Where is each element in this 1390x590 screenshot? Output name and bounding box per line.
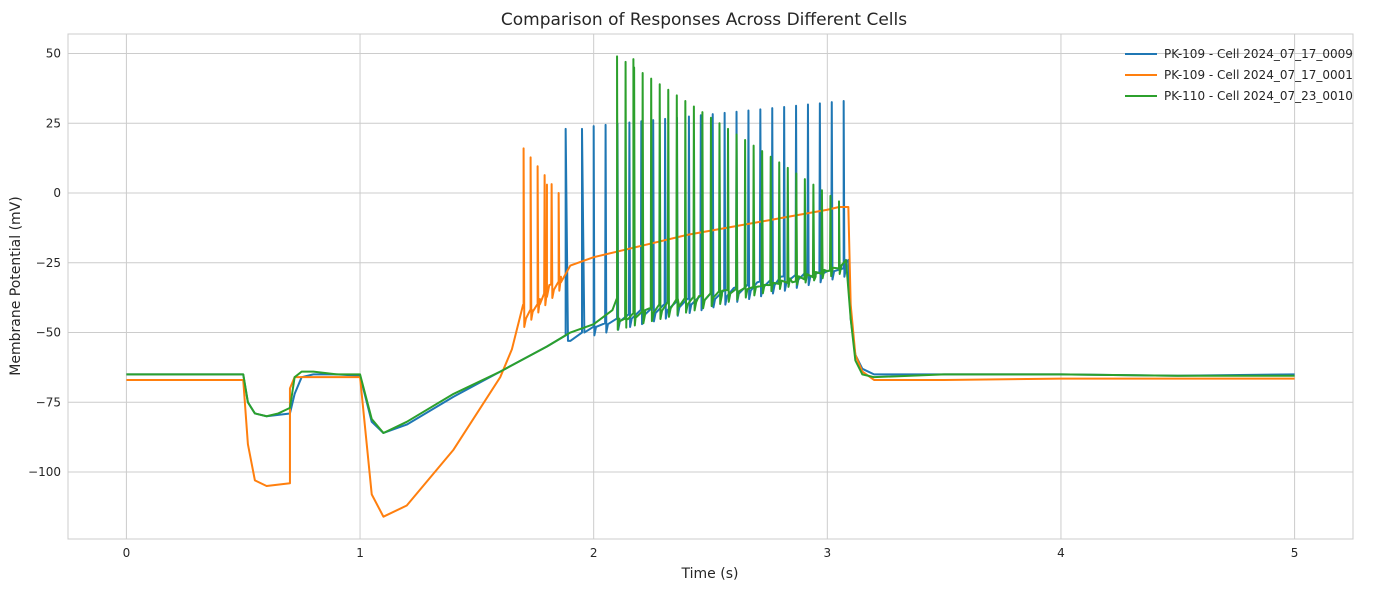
- x-axis-label: Time (s): [681, 566, 739, 582]
- x-tick-label: 0: [123, 546, 131, 560]
- legend-entry: PK-109 - Cell 2024_07_17_0001: [1164, 68, 1353, 82]
- x-tick-label: 1: [356, 546, 364, 560]
- x-tick-labels: 0 1 2 3 4 5: [123, 546, 1299, 560]
- y-tick-label: −75: [36, 395, 61, 409]
- chart-title: Comparison of Responses Across Different…: [501, 10, 907, 30]
- y-axis-label: Membrane Potential (mV): [8, 196, 24, 375]
- series-line-2: [126, 147, 1295, 518]
- legend-entry: PK-109 - Cell 2024_07_17_0009: [1164, 47, 1353, 61]
- y-tick-label: −25: [36, 256, 61, 270]
- x-tick-label: 5: [1291, 546, 1299, 560]
- y-tick-labels: −100 −75 −50 −25 0 25 50: [28, 47, 61, 480]
- x-tick-label: 2: [590, 546, 598, 560]
- legend: PK-109 - Cell 2024_07_17_0009 PK-109 - Ce…: [1125, 47, 1353, 103]
- y-tick-label: 25: [46, 116, 61, 130]
- series-line-1: [126, 99, 1295, 434]
- y-tick-label: −50: [36, 326, 61, 340]
- series-layer: [126, 55, 1295, 518]
- x-tick-label: 4: [1057, 546, 1065, 560]
- series-line-3: [126, 55, 1295, 434]
- y-tick-label: −100: [28, 465, 61, 479]
- x-tick-label: 3: [823, 546, 831, 560]
- y-tick-label: 50: [46, 47, 61, 61]
- plot-area-frame: [67, 33, 1354, 540]
- y-tick-label: 0: [53, 186, 61, 200]
- legend-entry: PK-110 - Cell 2024_07_23_0010: [1164, 89, 1353, 103]
